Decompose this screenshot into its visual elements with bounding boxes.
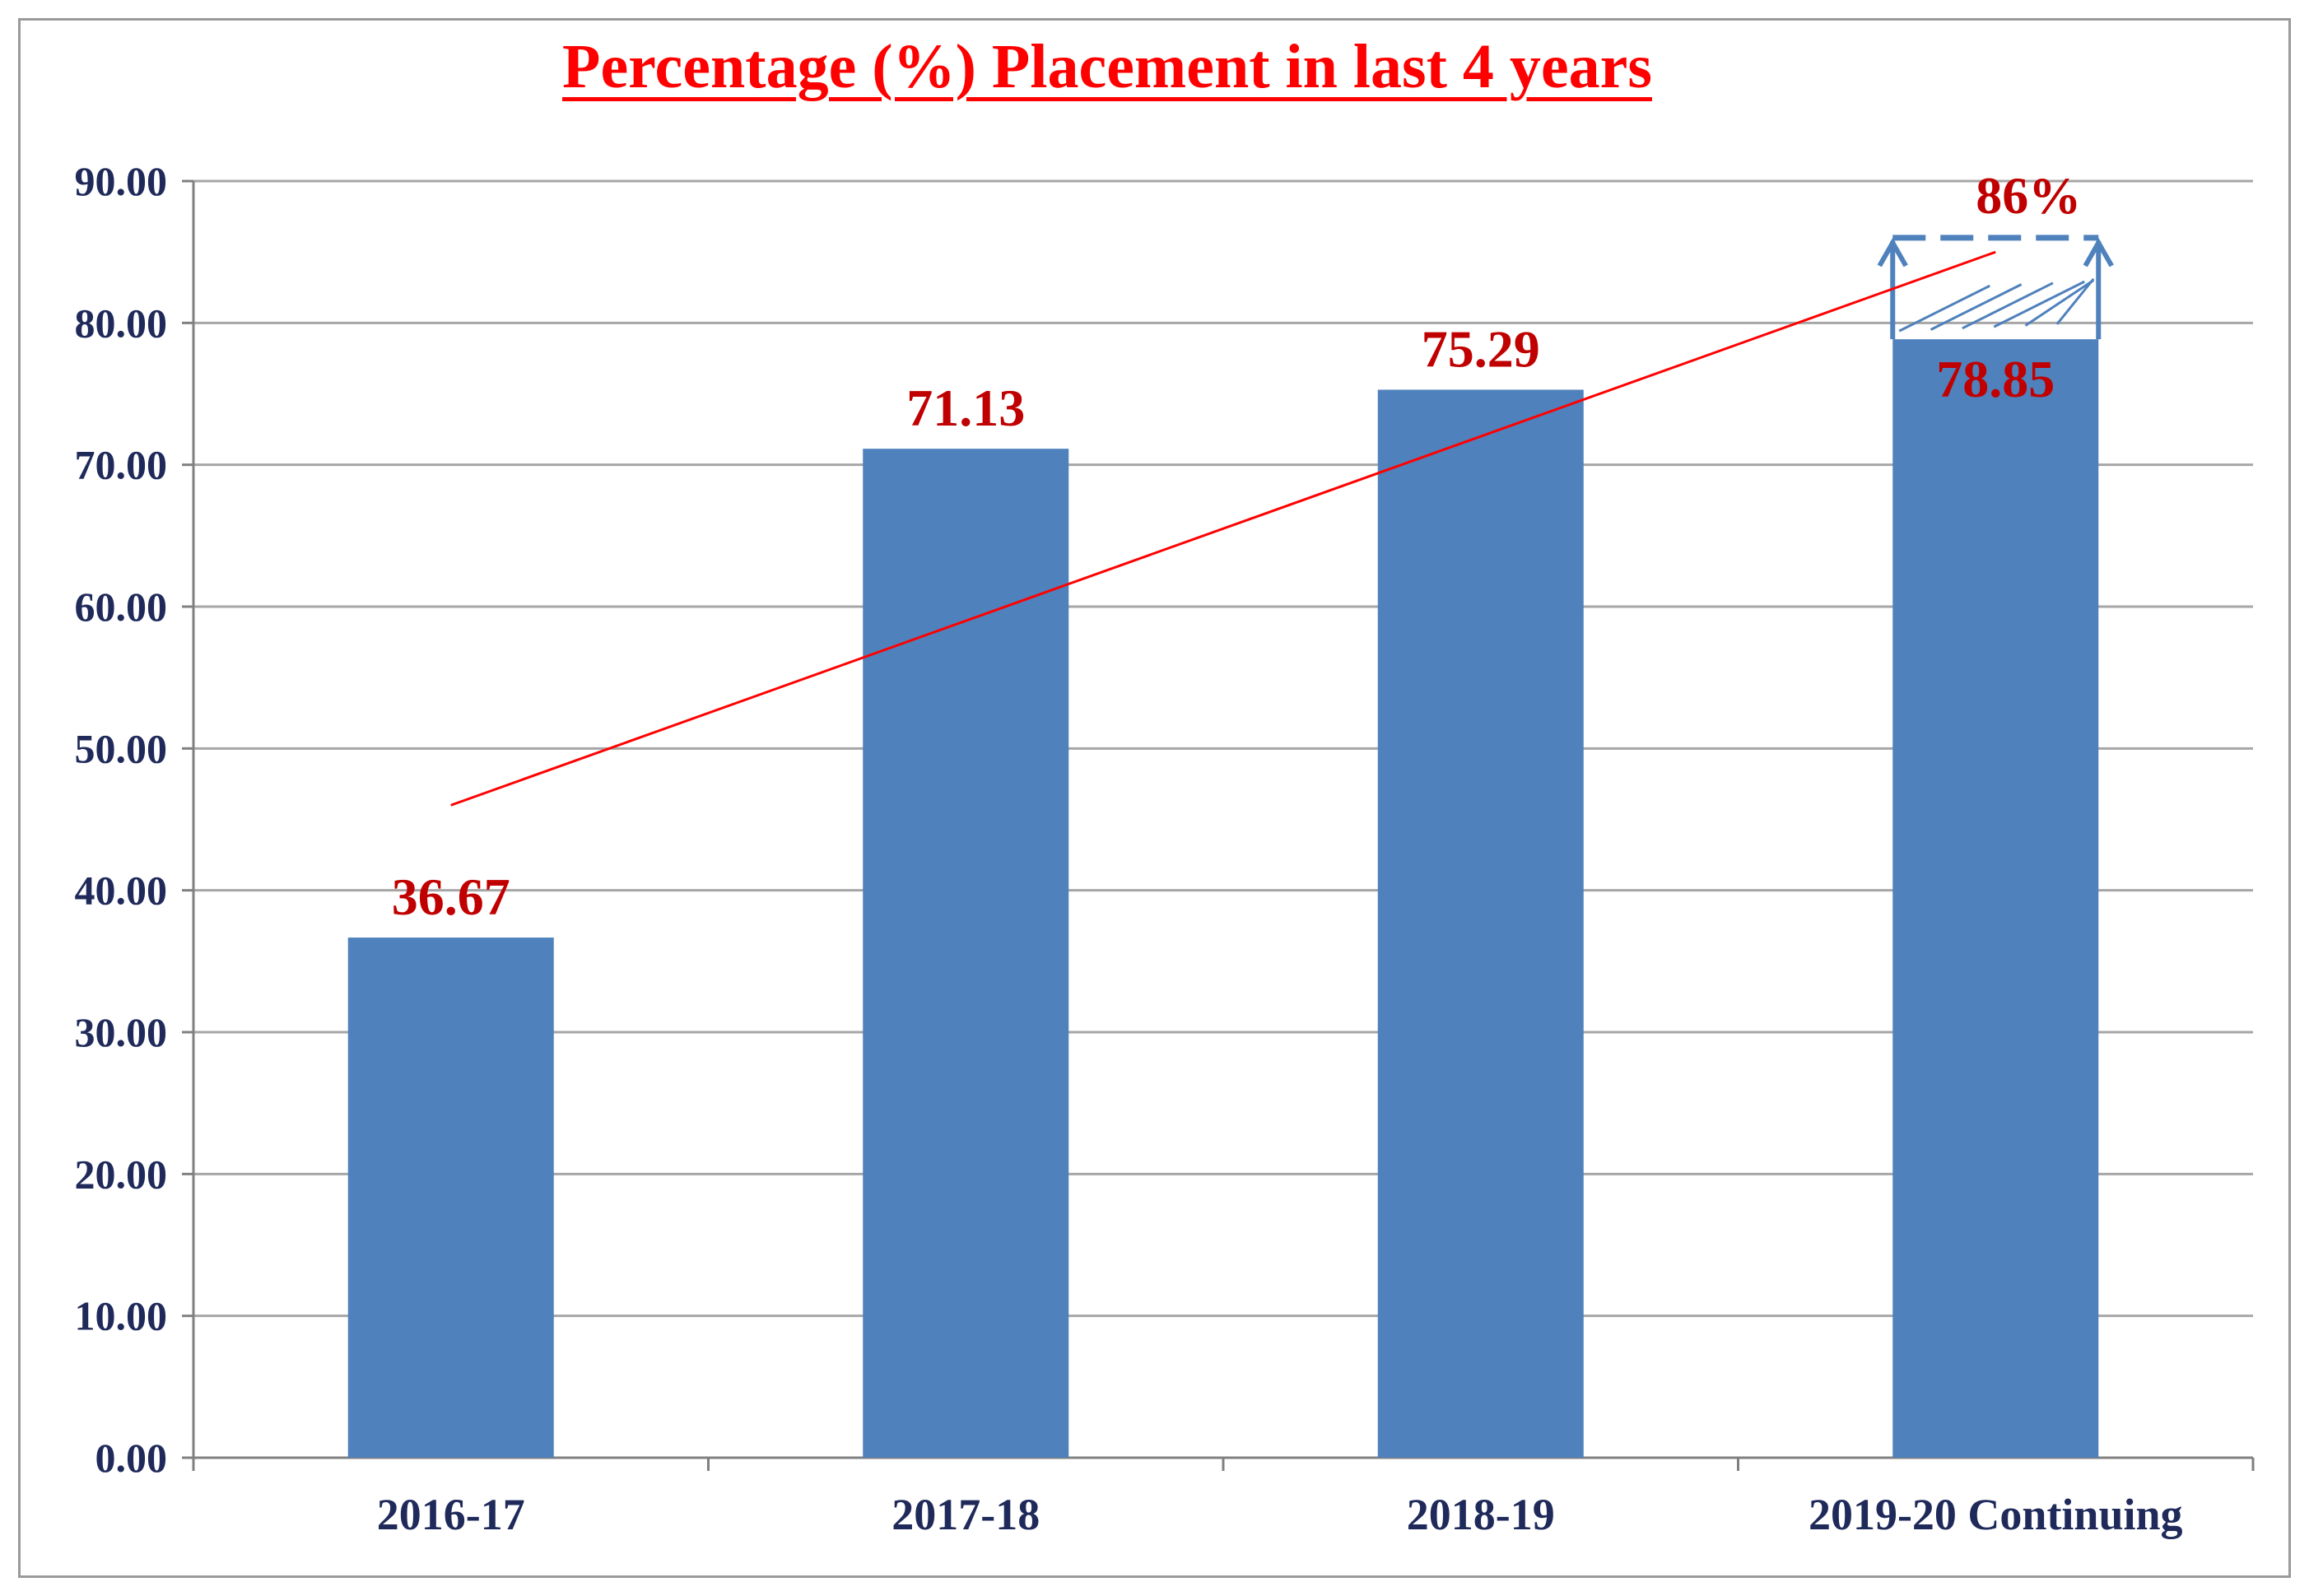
x-category-label: 2018-19 (1407, 1490, 1555, 1539)
projection-hatch (1962, 282, 2054, 330)
x-category-label: 2019-20 Continuing (1809, 1490, 2183, 1539)
y-tick-label: 0.00 (95, 1435, 168, 1481)
projection-arrow-head (1877, 237, 1908, 268)
trend-line-path (450, 250, 1996, 807)
y-tick-label: 90.00 (75, 158, 168, 204)
projection-hatch (1898, 284, 1990, 333)
data-label: 71.13 (906, 379, 1025, 437)
x-category-label: 2017-18 (891, 1490, 1040, 1539)
y-tick-label: 10.00 (75, 1293, 168, 1339)
bars (347, 339, 2099, 1459)
projection-arrow-head (2083, 237, 2114, 268)
bar (347, 938, 554, 1458)
data-label: 36.67 (392, 868, 510, 926)
y-tick-label: 70.00 (75, 442, 168, 488)
projection-hatch (2024, 279, 2095, 327)
bar (1377, 389, 1584, 1458)
trend-line (450, 250, 1996, 807)
y-tick-label: 80.00 (75, 300, 168, 346)
y-tick-label: 20.00 (75, 1151, 168, 1197)
projection-hatch (1930, 283, 2023, 331)
y-tick-label: 60.00 (75, 584, 168, 630)
y-tick-label: 50.00 (75, 725, 168, 771)
projection-hatch (2055, 277, 2095, 325)
projection-annotation (1877, 235, 2114, 340)
y-tick-label: 30.00 (75, 1009, 168, 1055)
chart-title: Percentage (%) Placement in last 4 years (562, 32, 1652, 101)
x-category-label: 2016-17 (377, 1490, 525, 1539)
projection-hatch (1993, 280, 2085, 328)
labels: 0.00 10.00 20.00 30.00 40.00 50.00 60.00 70.00 8… (75, 158, 2183, 1539)
data-label: 78.85 (1936, 350, 2055, 408)
projection-label: 86% (1976, 166, 2081, 225)
bar (863, 449, 1069, 1458)
bar (1892, 339, 2099, 1459)
y-tick-label: 40.00 (75, 868, 168, 914)
data-label: 75.29 (1422, 320, 1540, 379)
